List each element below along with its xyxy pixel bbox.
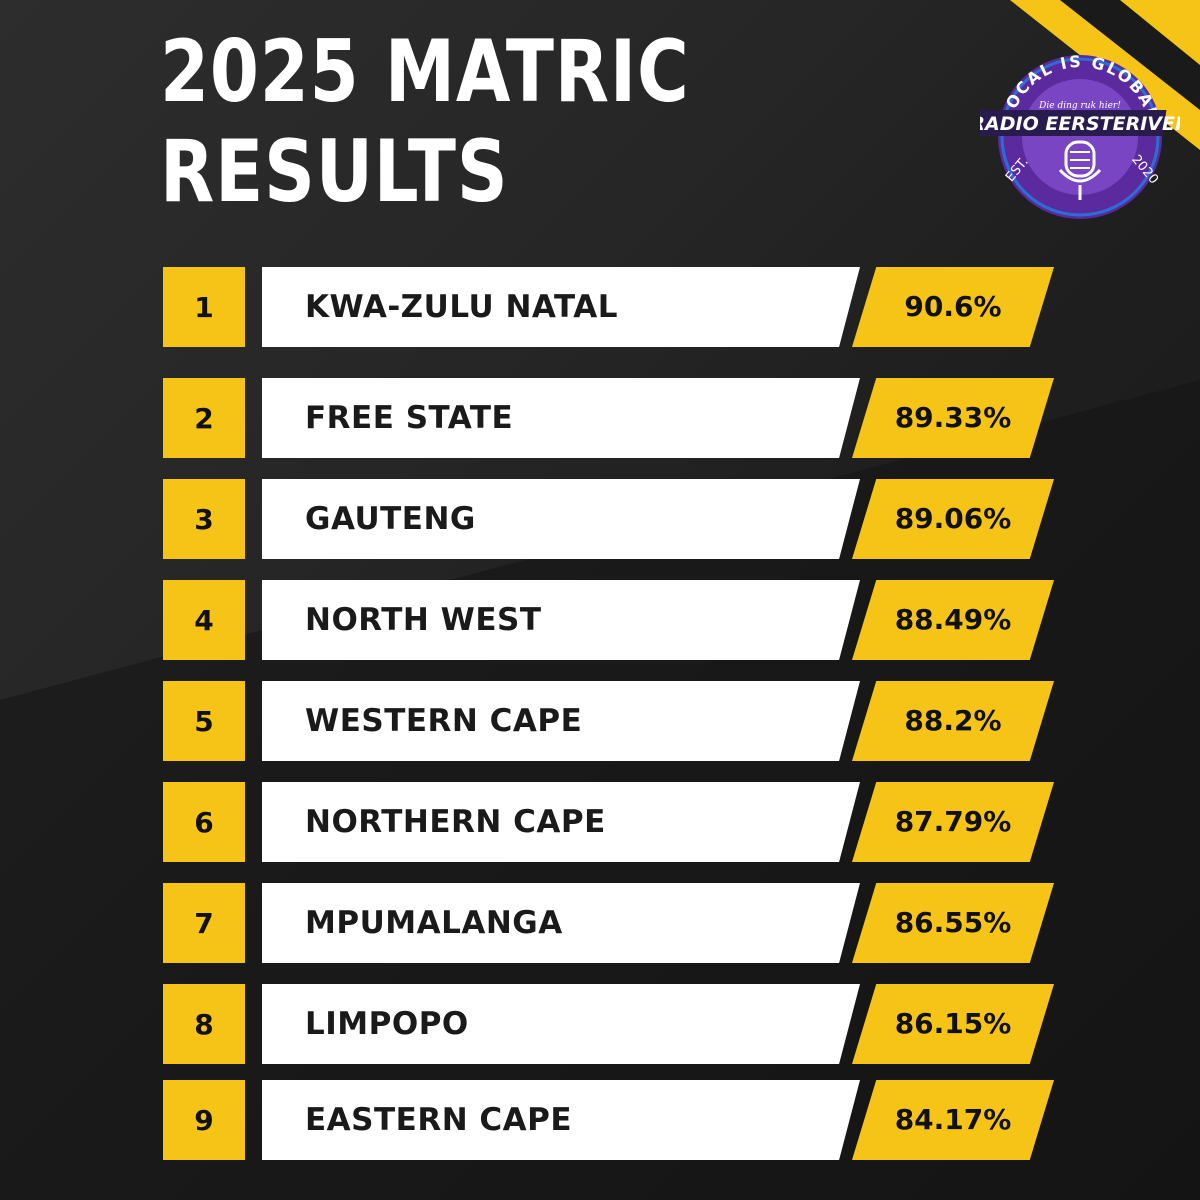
- ranking-row: 8 LIMPOPO 86.15%: [0, 984, 1200, 1066]
- title-line-2: RESULTS: [160, 122, 509, 222]
- province-box: [262, 479, 860, 559]
- pass-rate-box: [852, 378, 1054, 458]
- province-name: WESTERN CAPE: [305, 703, 583, 739]
- province-box: [262, 580, 860, 660]
- logo-name: RADIO EERSTERIVER: [980, 113, 1180, 135]
- rank-badge: 1: [163, 267, 245, 347]
- province-box: [262, 267, 860, 347]
- pass-rate-box: [852, 984, 1054, 1064]
- province-name: NORTHERN CAPE: [305, 804, 606, 840]
- ranking-row: 7 MPUMALANGA 86.55%: [0, 883, 1200, 965]
- radio-eersteriver-logo: LOCAL IS GLOBAL Die ding ruk hier! RADIO…: [980, 52, 1180, 219]
- province-name: LIMPOPO: [305, 1006, 469, 1042]
- ranking-row: 5 WESTERN CAPE 88.2%: [0, 681, 1200, 763]
- province-name: NORTH WEST: [305, 602, 542, 638]
- pass-rate: 86.55%: [894, 906, 1012, 939]
- pass-rate: 87.79%: [894, 805, 1012, 838]
- pass-rate: 88.2%: [904, 704, 1002, 737]
- ranking-row: 3 GAUTENG 89.06%: [0, 479, 1200, 561]
- rank-badge: 9: [163, 1080, 245, 1160]
- pass-rate-box: [852, 883, 1054, 963]
- pass-rate: 84.17%: [894, 1103, 1012, 1136]
- pass-rate: 90.6%: [904, 290, 1002, 323]
- pass-rate-box: [852, 1080, 1054, 1160]
- logo-tagline: Die ding ruk hier!: [1038, 101, 1121, 111]
- pass-rate-box: [852, 267, 1054, 347]
- microphone-icon: [1058, 140, 1102, 200]
- pass-rate: 86.15%: [894, 1007, 1012, 1040]
- province-box: [262, 378, 860, 458]
- pass-rate-box: [852, 681, 1054, 761]
- ranking-row: 4 NORTH WEST 88.49%: [0, 580, 1200, 662]
- province-box: [262, 984, 860, 1064]
- province-box: [262, 681, 860, 761]
- province-name: GAUTENG: [305, 501, 476, 537]
- pass-rate-box: [852, 580, 1054, 660]
- province-name: FREE STATE: [305, 400, 514, 436]
- ranking-row: 6 NORTHERN CAPE 87.79%: [0, 782, 1200, 864]
- pass-rate: 88.49%: [894, 603, 1012, 636]
- ranking-row: 2 FREE STATE 89.33%: [0, 378, 1200, 460]
- province-box: [262, 1080, 860, 1160]
- pass-rate-box: [852, 479, 1054, 559]
- rank-badge: 4: [163, 580, 245, 660]
- province-name: MPUMALANGA: [305, 905, 563, 941]
- province-name: KWA-ZULU NATAL: [305, 289, 618, 325]
- province-name: EASTERN CAPE: [305, 1102, 573, 1138]
- pass-rate: 89.06%: [894, 502, 1012, 535]
- title-line-1: 2025 MATRIC: [160, 22, 690, 122]
- pass-rate: 89.33%: [894, 401, 1012, 434]
- rank-badge: 5: [163, 681, 245, 761]
- ranking-row: 9 EASTERN CAPE 84.17%: [0, 1080, 1200, 1162]
- rank-badge: 6: [163, 782, 245, 862]
- rank-badge: 2: [163, 378, 245, 458]
- province-box: [262, 883, 860, 963]
- rank-badge: 3: [163, 479, 245, 559]
- pass-rate-box: [852, 782, 1054, 862]
- page-title: 2025 MATRIC RESULTS: [160, 22, 690, 222]
- rank-badge: 7: [163, 883, 245, 963]
- province-box: [262, 782, 860, 862]
- rank-badge: 8: [163, 984, 245, 1064]
- ranking-row: 1 KWA-ZULU NATAL 90.6%: [0, 267, 1200, 349]
